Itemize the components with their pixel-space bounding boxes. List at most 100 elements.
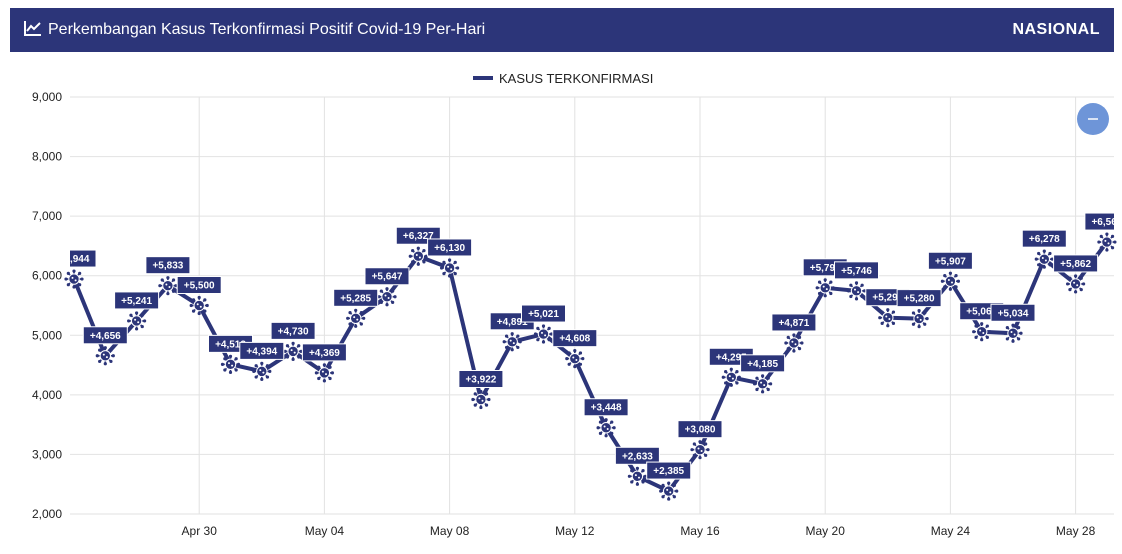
svg-text:+2,385: +2,385: [653, 466, 684, 477]
data-label: +3,922: [458, 370, 504, 389]
virus-marker-icon[interactable]: [314, 363, 334, 383]
svg-text:+6,130: +6,130: [434, 243, 465, 254]
legend-swatch: [473, 76, 493, 80]
x-tick-label: May 20: [806, 524, 846, 538]
virus-marker-icon[interactable]: [127, 311, 147, 331]
svg-text:+3,448: +3,448: [591, 403, 622, 414]
data-label: +4,185: [740, 354, 786, 373]
svg-text:+6,565: +6,565: [1091, 217, 1122, 228]
y-tick-label: 3,000: [32, 447, 62, 461]
chart-title: Perkembangan Kasus Terkonfirmasi Positif…: [48, 21, 486, 38]
virus-marker-icon[interactable]: [64, 269, 84, 289]
virus-marker-icon[interactable]: [940, 271, 961, 291]
data-label: +4,608: [552, 329, 598, 348]
y-tick-label: 2,000: [32, 507, 62, 521]
y-tick-label: 5,000: [32, 328, 62, 342]
virus-marker-icon[interactable]: [158, 276, 178, 296]
virus-marker-icon[interactable]: [502, 332, 522, 352]
virus-marker-icon[interactable]: [440, 258, 460, 278]
virus-marker-icon[interactable]: [596, 418, 616, 438]
virus-marker-icon[interactable]: [815, 278, 835, 298]
data-label: +2,385: [646, 461, 692, 480]
svg-text:+5,500: +5,500: [184, 281, 215, 292]
virus-marker-icon[interactable]: [784, 333, 804, 353]
header-left: Perkembangan Kasus Terkonfirmasi Positif…: [24, 20, 485, 41]
data-label: +5,241: [114, 291, 160, 310]
data-label: +3,448: [583, 398, 629, 417]
data-label: +4,730: [270, 321, 316, 340]
svg-text:+4,369: +4,369: [309, 348, 340, 359]
zoom-out-button[interactable]: [1077, 103, 1109, 135]
data-label: +5,862: [1053, 254, 1099, 273]
virus-marker-icon[interactable]: [220, 354, 241, 374]
svg-text:+5,295: +5,295: [872, 293, 903, 304]
virus-marker-icon[interactable]: [377, 287, 397, 307]
data-label: +3,080: [677, 420, 723, 439]
virus-marker-icon[interactable]: [721, 367, 741, 387]
svg-text:+4,871: +4,871: [778, 318, 809, 329]
y-tick-label: 9,000: [32, 90, 62, 104]
x-tick-label: May 08: [430, 524, 470, 538]
y-tick-label: 7,000: [32, 209, 62, 223]
legend-label: KASUS TERKONFIRMASI: [499, 71, 653, 86]
svg-text:+4,730: +4,730: [278, 326, 309, 337]
axes: 2,000 3,000 4,000 5,000 6,000 7,000 8,000 9,000…: [32, 90, 1096, 538]
legend: KASUS TERKONFIRMASI: [473, 71, 653, 86]
virus-marker-icon[interactable]: [1066, 274, 1086, 294]
data-label: +5,746: [834, 261, 879, 280]
virus-marker-icon[interactable]: [909, 309, 929, 329]
virus-marker-icon[interactable]: [283, 341, 303, 361]
svg-text:+6,278: +6,278: [1029, 234, 1060, 245]
data-label: +2,633: [614, 446, 660, 465]
svg-text:+5,280: +5,280: [904, 294, 935, 305]
virus-marker-icon[interactable]: [690, 440, 710, 460]
data-label: +4,394: [239, 341, 285, 360]
svg-text:+5,647: +5,647: [372, 272, 403, 283]
data-label: +5,280: [896, 289, 942, 308]
virus-marker-icon[interactable]: [533, 324, 554, 344]
grid: [70, 96, 1114, 515]
x-tick-label: May 16: [680, 524, 720, 538]
virus-marker-icon[interactable]: [659, 481, 679, 501]
virus-marker-icon[interactable]: [252, 361, 272, 381]
virus-marker-icon[interactable]: [972, 322, 992, 342]
data-label: +5,500: [176, 276, 222, 294]
y-tick-label: 4,000: [32, 388, 62, 402]
virus-marker-icon[interactable]: [846, 281, 867, 301]
x-tick-label: May 28: [1056, 524, 1096, 538]
virus-marker-icon[interactable]: [408, 246, 428, 266]
data-label: +5,944: [70, 249, 97, 268]
data-label: +4,369: [301, 343, 347, 362]
svg-text:+4,394: +4,394: [246, 346, 277, 357]
virus-marker-icon[interactable]: [878, 308, 898, 328]
virus-marker-icon[interactable]: [95, 346, 115, 366]
data-label: +5,285: [333, 288, 379, 307]
chart-area: 2,000 3,000 4,000 5,000 6,000 7,000 8,000 9,000…: [0, 56, 1122, 549]
y-tick-label: 8,000: [32, 150, 62, 164]
data-label: +5,034: [990, 303, 1036, 322]
svg-text:+5,797: +5,797: [810, 263, 841, 274]
svg-text:+5,060: +5,060: [966, 307, 997, 318]
svg-text:+5,285: +5,285: [340, 293, 371, 304]
virus-marker-icon[interactable]: [346, 308, 366, 328]
x-tick-label: Apr 30: [182, 524, 218, 538]
virus-marker-icon[interactable]: [627, 466, 648, 486]
virus-marker-icon[interactable]: [565, 349, 585, 369]
svg-text:+5,907: +5,907: [935, 256, 966, 267]
svg-text:+4,295: +4,295: [716, 352, 747, 363]
svg-text:+2,633: +2,633: [622, 451, 653, 462]
svg-text:+5,746: +5,746: [841, 266, 872, 277]
virus-marker-icon[interactable]: [1097, 232, 1117, 252]
svg-text:+4,512: +4,512: [215, 339, 246, 350]
virus-marker-icon[interactable]: [1034, 249, 1054, 269]
svg-text:+5,034: +5,034: [998, 308, 1029, 319]
data-label: +5,833: [145, 256, 191, 275]
virus-marker-icon[interactable]: [1003, 323, 1023, 343]
virus-marker-icon[interactable]: [471, 389, 491, 410]
virus-marker-icon[interactable]: [753, 374, 773, 394]
svg-text:+3,080: +3,080: [685, 425, 716, 436]
svg-text:+4,891: +4,891: [497, 317, 528, 328]
series: [64, 232, 1117, 501]
virus-marker-icon[interactable]: [189, 295, 209, 316]
data-label: +6,565: [1084, 212, 1122, 231]
